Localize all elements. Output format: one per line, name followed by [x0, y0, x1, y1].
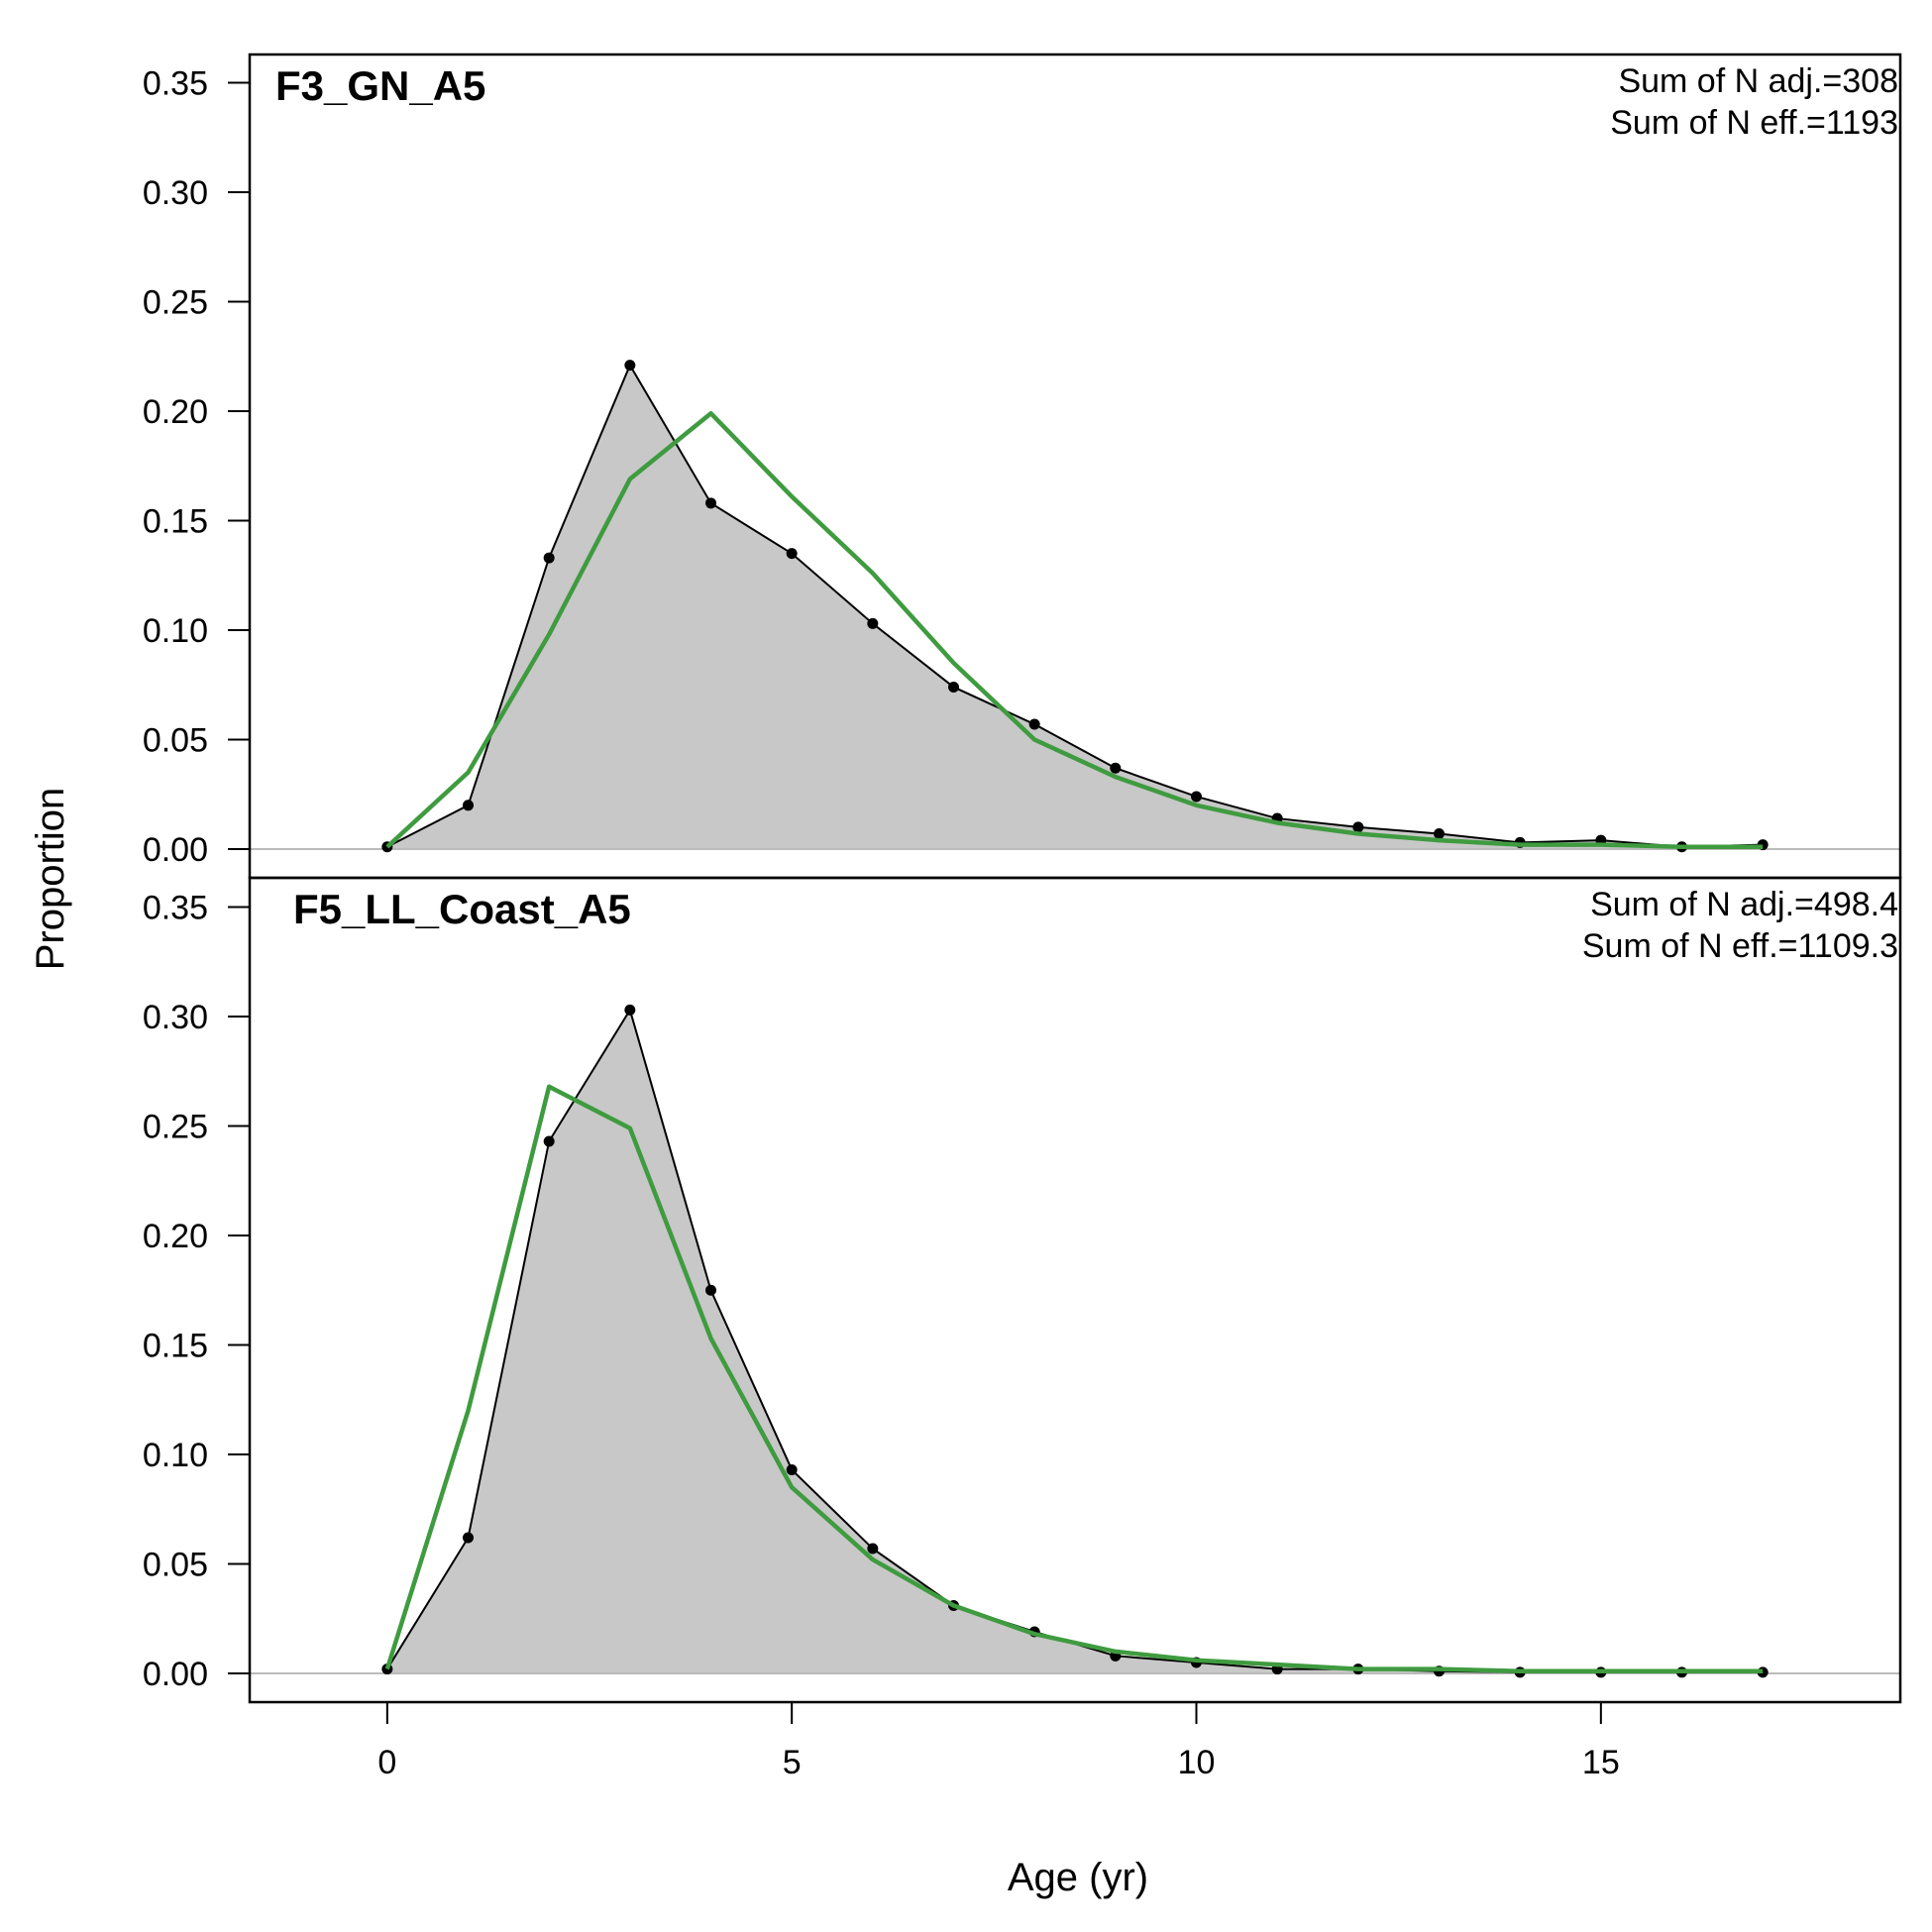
panel-2: 0.00 0.05 0.10 0.15 0.20 0.25 0.30 0.35 F5_LL_Co…	[143, 876, 1902, 1704]
observed-point	[1110, 762, 1122, 774]
y-tick-label: 0.10	[143, 612, 208, 650]
y-tick-label: 0.15	[143, 1328, 208, 1365]
x-tick-label: 10	[1178, 1744, 1216, 1781]
x-tick-label: 5	[783, 1744, 802, 1781]
observed-line	[386, 363, 1764, 848]
observed-point	[463, 1532, 474, 1544]
panel-annotation: Sum of N adj.=308	[1618, 62, 1898, 100]
observed-point	[543, 552, 555, 564]
observed-point	[624, 1004, 636, 1016]
y-tick-label: 0.30	[143, 999, 208, 1036]
observed-point	[867, 617, 879, 629]
x-axis: 0 5 10 15	[377, 1701, 1620, 1781]
y-tick-label: 0.00	[143, 831, 208, 869]
x-axis-title: Age (yr)	[1008, 1856, 1148, 1899]
y-tick-label: 0.35	[143, 65, 208, 103]
y-tick-label: 0.30	[143, 174, 208, 212]
y-tick-label: 0.10	[143, 1437, 208, 1474]
y-tick-label: 0.05	[143, 1547, 208, 1584]
panel-1: 0.00 0.05 0.10 0.15 0.20 0.25 0.30 0.35 F3_GN_A5…	[143, 53, 1902, 880]
y-tick-label: 0.35	[143, 890, 208, 927]
y-tick-label: 0.00	[143, 1656, 208, 1693]
y-tick-label: 0.20	[143, 393, 208, 431]
x-tick-label: 0	[377, 1744, 396, 1781]
observed-point	[948, 681, 959, 693]
observed-point	[1434, 828, 1445, 840]
x-tick-label: 15	[1582, 1744, 1620, 1781]
expected-line	[384, 1084, 1764, 1674]
panel-title: F5_LL_Coast_A5	[293, 886, 631, 932]
panel-annotation: Sum of N adj.=498.4	[1590, 886, 1898, 923]
y-axis-title: Proportion	[29, 788, 72, 971]
y-tick-label: 0.05	[143, 722, 208, 760]
observed-point	[786, 1463, 798, 1475]
observed-point	[1028, 718, 1040, 730]
observed-point	[786, 548, 798, 560]
y-tick-label: 0.25	[143, 1109, 208, 1146]
observed-point	[1191, 791, 1202, 803]
observed-point	[624, 360, 636, 372]
observed-area	[386, 365, 1764, 849]
observed-point	[463, 800, 474, 811]
panel-title: F3_GN_A5	[275, 62, 485, 109]
observed-area	[386, 1010, 1764, 1673]
y-tick-label: 0.15	[143, 503, 208, 541]
panel-annotation: Sum of N eff.=1109.3	[1582, 927, 1898, 965]
chart-panels: 0.00 0.05 0.10 0.15 0.20 0.25 0.30 0.35 F3_GN_A5…	[143, 53, 1902, 1704]
panel-annotation: Sum of N eff.=1193	[1610, 104, 1898, 142]
observed-point	[1352, 821, 1364, 833]
expected-line	[385, 410, 1764, 850]
y-tick-label: 0.20	[143, 1218, 208, 1255]
observed-point	[867, 1543, 879, 1555]
observed-point	[543, 1135, 555, 1147]
observed-point	[705, 497, 716, 509]
observed-point	[705, 1284, 716, 1296]
y-tick-label: 0.25	[143, 284, 208, 322]
